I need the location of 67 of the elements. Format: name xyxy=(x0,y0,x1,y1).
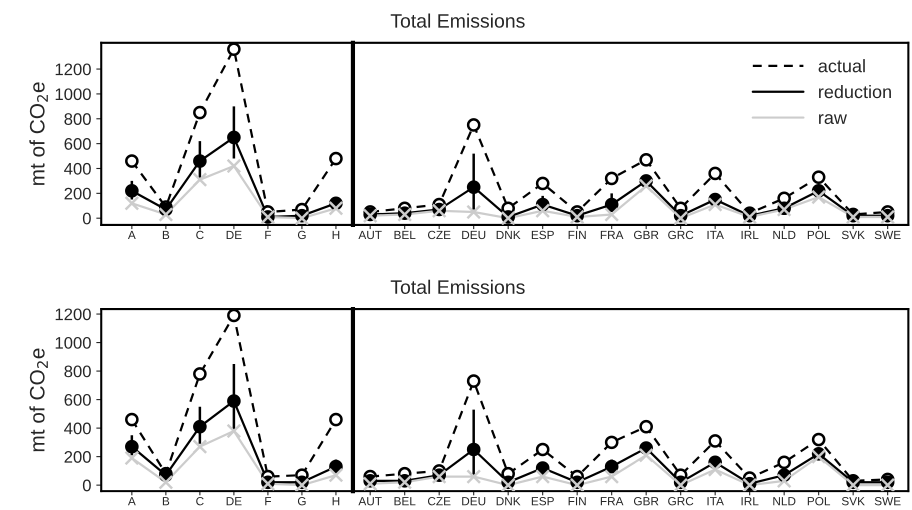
legend-label: actual xyxy=(818,59,865,72)
x-tick-label: ESP xyxy=(532,230,554,240)
x-tick-label: DNK xyxy=(496,230,521,240)
x-tick-label: C xyxy=(196,496,204,506)
x-tick-label: NLD xyxy=(773,497,796,506)
y-tick-label: 200 xyxy=(64,188,91,200)
y-tick-label: 0 xyxy=(82,212,91,224)
legend-label: raw xyxy=(819,114,847,124)
x-tick-label: FRA xyxy=(600,230,624,240)
x-tick-label: SVK xyxy=(842,230,865,240)
x-tick-label: SVK xyxy=(842,496,865,506)
x-tick-label: A xyxy=(128,497,136,506)
x-tick-label: F xyxy=(265,497,272,506)
x-tick-label: GRC xyxy=(668,496,694,506)
x-tick-label: GBR xyxy=(634,496,658,506)
x-tick-label: DE xyxy=(226,497,242,506)
x-tick-label: ESP xyxy=(532,496,554,506)
x-tick-label: SWE xyxy=(874,230,901,240)
chart-title: Total Emissions xyxy=(390,280,525,294)
y-tick-label: 400 xyxy=(64,162,91,175)
x-tick-label: GRC xyxy=(668,230,694,240)
x-tick-label: ITA xyxy=(708,230,724,240)
chart-title: Total Emissions xyxy=(390,13,525,28)
x-tick-label: G xyxy=(298,230,306,240)
x-tick-label: NLD xyxy=(773,230,796,240)
x-tick-label: AUT xyxy=(358,497,382,506)
x-tick-label: FIN xyxy=(568,230,586,240)
x-tick-label: DEU xyxy=(462,230,486,240)
y-axis-title: mt of CO$_{2}$e xyxy=(29,82,48,185)
x-tick-label: H xyxy=(332,497,340,506)
x-tick-label: H xyxy=(332,230,340,240)
x-tick-label: IRL xyxy=(742,497,758,506)
y-tick-label: 200 xyxy=(64,451,91,463)
y-tick-label: 800 xyxy=(64,113,91,125)
x-tick-label: AUT xyxy=(358,230,382,240)
x-tick-label: DEU xyxy=(462,497,486,506)
x-tick-label: FIN xyxy=(568,497,586,506)
legend-label: reduction xyxy=(819,84,891,98)
x-tick-label: SWE xyxy=(874,496,901,506)
y-tick-label: 1200 xyxy=(56,63,91,76)
x-tick-label: POL xyxy=(808,230,830,240)
x-tick-label: CZE xyxy=(428,496,450,506)
x-tick-label: ITA xyxy=(708,497,724,506)
x-tick-label: DE xyxy=(226,230,242,240)
x-tick-label: BEL xyxy=(394,497,416,506)
x-tick-label: F xyxy=(265,230,272,240)
x-tick-label: C xyxy=(196,230,204,240)
y-tick-label: 600 xyxy=(64,394,91,406)
x-tick-label: BEL xyxy=(394,230,416,240)
y-axis-title: mt of CO$_{2}$e xyxy=(29,348,48,452)
x-tick-label: DNK xyxy=(496,497,521,506)
x-tick-label: POL xyxy=(808,496,830,506)
x-tick-label: GBR xyxy=(634,230,658,240)
x-tick-label: B xyxy=(162,497,170,506)
y-tick-label: 800 xyxy=(64,365,91,378)
x-tick-label: A xyxy=(128,230,136,240)
x-tick-label: G xyxy=(298,496,306,506)
x-tick-label: IRL xyxy=(742,230,758,240)
y-tick-label: 1200 xyxy=(56,308,91,320)
x-tick-label: CZE xyxy=(428,230,450,240)
y-tick-label: 0 xyxy=(82,480,91,492)
y-tick-label: 400 xyxy=(64,422,91,434)
x-tick-label: FRA xyxy=(600,497,624,506)
x-tick-label: B xyxy=(162,230,170,240)
y-tick-label: 600 xyxy=(64,138,91,150)
y-tick-label: 1000 xyxy=(56,88,91,100)
y-tick-label: 1000 xyxy=(56,336,91,349)
